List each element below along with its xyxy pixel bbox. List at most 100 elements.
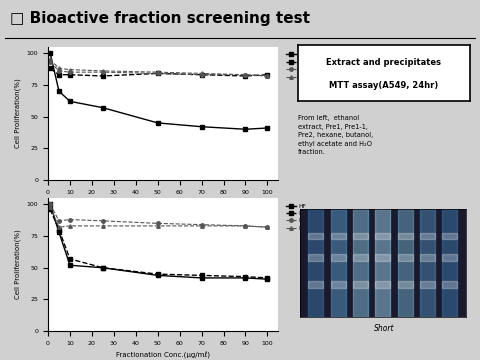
H2O bbox=[155, 224, 161, 228]
Line: HF: HF bbox=[48, 202, 269, 281]
EE bbox=[100, 105, 106, 110]
Pre1-1 bbox=[199, 73, 204, 77]
Pre1-1 bbox=[100, 74, 106, 78]
Pre1 bbox=[199, 73, 204, 77]
Bar bbox=[420, 254, 435, 261]
HF bbox=[67, 263, 73, 267]
Bar bbox=[375, 281, 390, 288]
Line: Pre2: Pre2 bbox=[48, 58, 269, 78]
HF bbox=[100, 266, 106, 270]
EAF bbox=[48, 202, 53, 207]
H2O bbox=[67, 224, 73, 228]
Bar bbox=[443, 233, 457, 239]
Pre1-1 bbox=[67, 73, 73, 77]
BF bbox=[199, 273, 204, 278]
HF bbox=[56, 230, 62, 234]
HF bbox=[242, 276, 248, 280]
Bar bbox=[420, 281, 435, 288]
Pre1-1 bbox=[264, 73, 270, 77]
H2O bbox=[264, 225, 270, 229]
Pre1 bbox=[100, 70, 106, 74]
Pre1 bbox=[56, 69, 62, 73]
BF bbox=[155, 272, 161, 276]
Text: From left,  ethanol
extract, Pre1, Pre1-1,
Pre2, hexane, butanol,
ethyl acetate : From left, ethanol extract, Pre1, Pre1-1… bbox=[298, 115, 373, 155]
Bar bbox=[375, 254, 390, 261]
Pre1 bbox=[242, 73, 248, 77]
EE bbox=[155, 121, 161, 125]
BF bbox=[100, 266, 106, 270]
Bar bbox=[353, 254, 368, 261]
Pre2 bbox=[155, 70, 161, 74]
EAF bbox=[67, 217, 73, 222]
Pre1-1 bbox=[56, 73, 62, 77]
BF bbox=[242, 274, 248, 279]
HF bbox=[48, 202, 53, 207]
Text: IC50 = 21μg/mℓ: IC50 = 21μg/mℓ bbox=[352, 209, 394, 214]
Pre1 bbox=[264, 74, 270, 78]
EE bbox=[242, 127, 248, 131]
Bar bbox=[398, 254, 413, 261]
Bar bbox=[353, 209, 368, 317]
Bar bbox=[398, 233, 413, 239]
BF bbox=[48, 207, 53, 212]
EAF bbox=[56, 219, 62, 223]
Line: Pre1: Pre1 bbox=[48, 60, 269, 78]
Text: Short: Short bbox=[374, 324, 394, 333]
Bar bbox=[331, 281, 346, 288]
X-axis label: Fractionation Conc.(μg/mℓ): Fractionation Conc.(μg/mℓ) bbox=[116, 200, 210, 207]
Bar bbox=[331, 254, 346, 261]
Pre1-1 bbox=[155, 71, 161, 76]
EAF bbox=[155, 221, 161, 225]
Bar bbox=[375, 233, 390, 239]
BF bbox=[67, 257, 73, 261]
H2O bbox=[56, 225, 62, 229]
Text: MTT assay(A549, 24hr): MTT assay(A549, 24hr) bbox=[329, 81, 439, 90]
H2O bbox=[100, 224, 106, 228]
EAF bbox=[199, 222, 204, 227]
Pre1 bbox=[48, 60, 53, 64]
Bar bbox=[353, 233, 368, 239]
Bar bbox=[308, 209, 323, 317]
Bar bbox=[308, 254, 323, 261]
Bar bbox=[420, 209, 435, 317]
Line: H2O: H2O bbox=[48, 205, 269, 229]
Y-axis label: Cell Proliferation(%): Cell Proliferation(%) bbox=[14, 78, 21, 148]
EE bbox=[264, 126, 270, 130]
Line: EE: EE bbox=[48, 51, 269, 131]
EAF bbox=[242, 224, 248, 228]
Bar bbox=[331, 233, 346, 239]
Line: EAF: EAF bbox=[48, 203, 269, 229]
Pre1-1 bbox=[48, 66, 53, 71]
Pre1 bbox=[155, 71, 161, 76]
Line: Pre1-1: Pre1-1 bbox=[48, 66, 269, 78]
Pre2 bbox=[100, 69, 106, 73]
Bar bbox=[308, 281, 323, 288]
Bar bbox=[398, 281, 413, 288]
Bar bbox=[353, 281, 368, 288]
BF bbox=[56, 228, 62, 232]
EE bbox=[67, 99, 73, 104]
EE bbox=[199, 125, 204, 129]
Pre2 bbox=[242, 73, 248, 77]
Bar bbox=[443, 281, 457, 288]
EAF bbox=[100, 219, 106, 223]
H2O bbox=[199, 224, 204, 228]
H2O bbox=[242, 224, 248, 228]
Text: IC50 = 25μg/mℓ: IC50 = 25μg/mℓ bbox=[352, 238, 394, 243]
Bar bbox=[375, 209, 390, 317]
Legend: HF, BF, EAF, H2O: HF, BF, EAF, H2O bbox=[286, 204, 311, 231]
BF bbox=[264, 276, 270, 280]
Pre1-1 bbox=[242, 74, 248, 78]
Text: □ Bioactive fraction screening test: □ Bioactive fraction screening test bbox=[10, 11, 310, 26]
X-axis label: Fractionation Conc.(μg/mℓ): Fractionation Conc.(μg/mℓ) bbox=[116, 351, 210, 359]
EAF bbox=[264, 225, 270, 229]
Y-axis label: Cell Proliferation(%): Cell Proliferation(%) bbox=[14, 230, 21, 300]
Pre2 bbox=[264, 74, 270, 78]
Line: BF: BF bbox=[48, 207, 269, 280]
Pre2 bbox=[48, 57, 53, 62]
Legend: EE, Pre1-1, Pre1, Pre2: EE, Pre1-1, Pre1, Pre2 bbox=[286, 53, 317, 80]
Bar bbox=[443, 209, 457, 317]
HF bbox=[199, 276, 204, 280]
Bar bbox=[308, 233, 323, 239]
Text: IC50 = 284μg/mℓ: IC50 = 284μg/mℓ bbox=[352, 87, 397, 92]
